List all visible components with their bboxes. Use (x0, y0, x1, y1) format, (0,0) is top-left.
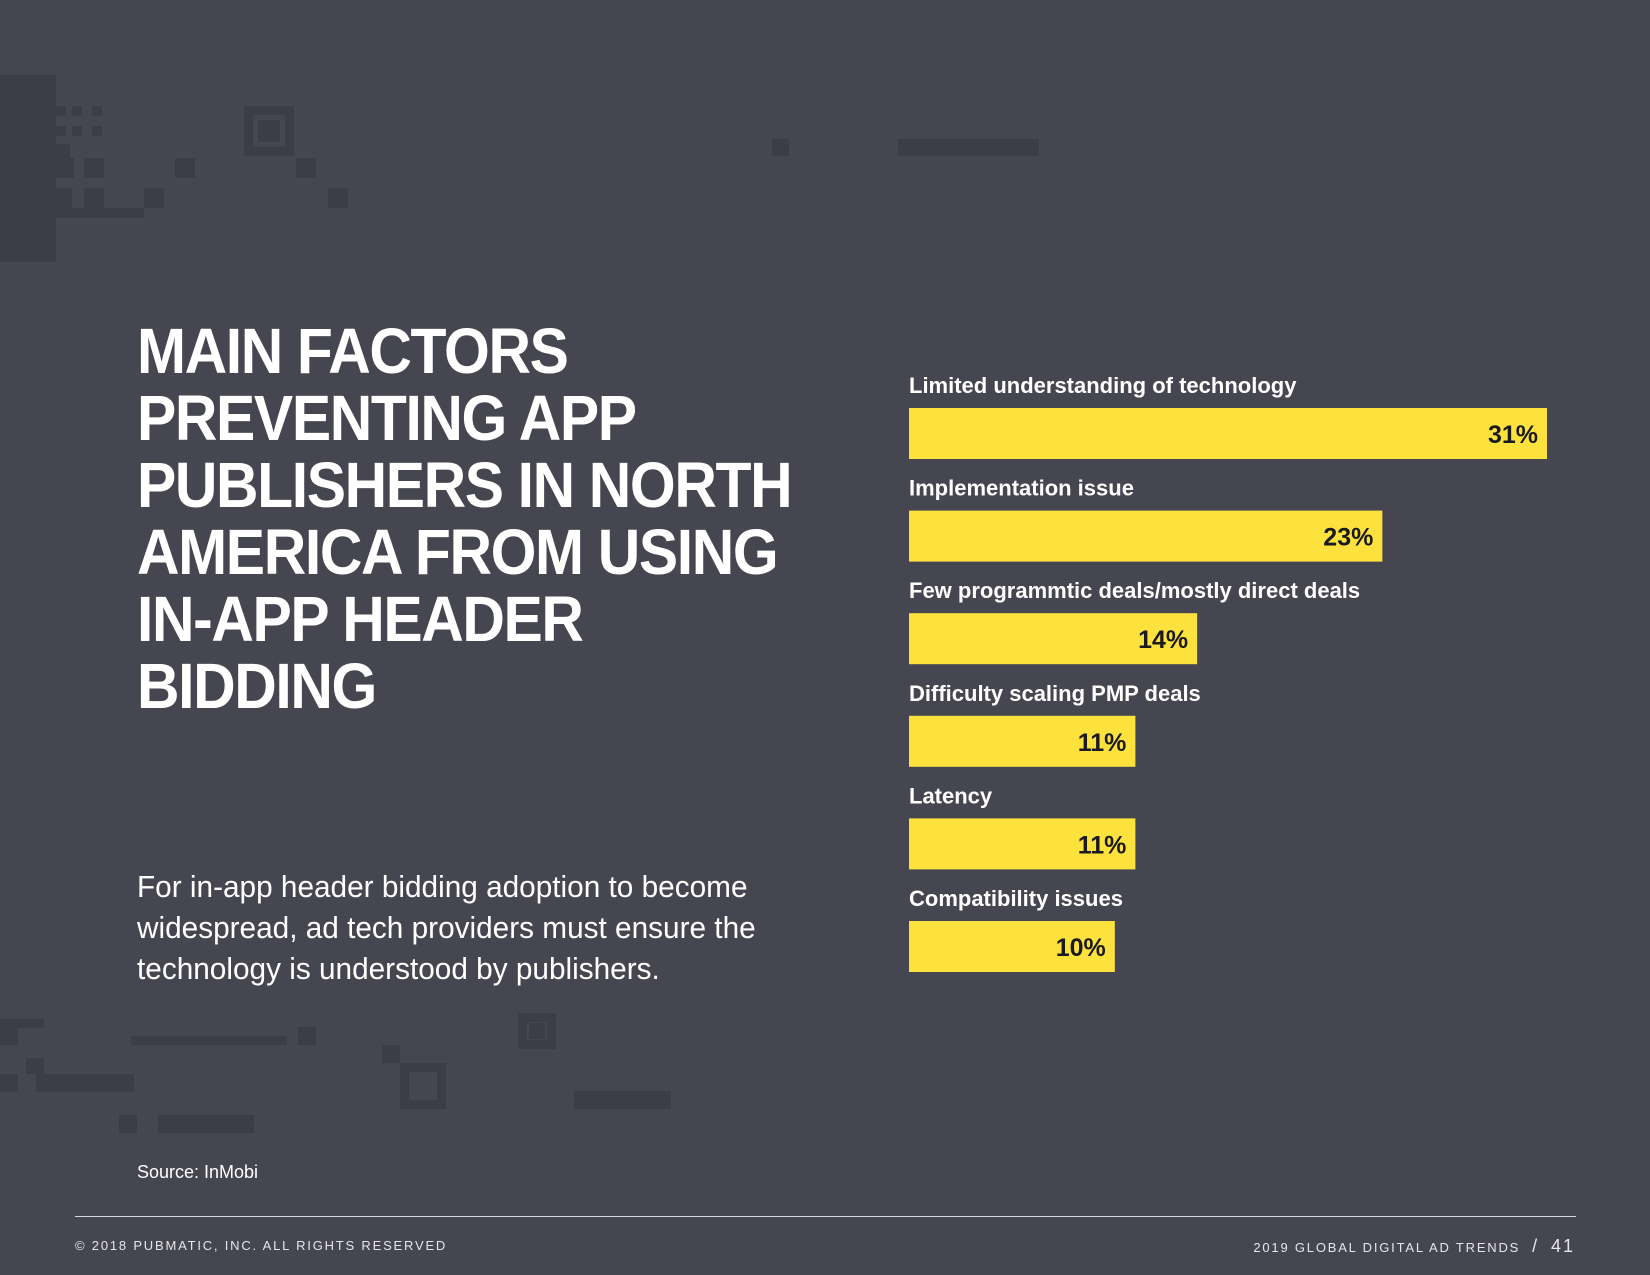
copyright-notice: © 2018 PUBMATIC, INC. ALL RIGHTS RESERVE… (75, 1238, 448, 1253)
bar-category-label: Difficulty scaling PMP deals (909, 681, 1201, 706)
bar (909, 818, 1136, 870)
bar-value-label: 23% (1323, 524, 1373, 552)
bar-value-label: 11% (1078, 729, 1127, 757)
page-number: 41 (1550, 1236, 1575, 1256)
source-note: Source: InMobi (137, 1162, 259, 1182)
bar (909, 613, 1198, 665)
bar (909, 408, 1547, 459)
page-title: MAIN FACTORS PREVENTING APP PUBLISHERS I… (137, 315, 793, 722)
bar-category-label: Latency (909, 783, 993, 808)
report-title: 2019 GLOBAL DIGITAL AD TRENDS (1253, 1240, 1521, 1255)
summary-text: For in-app header bidding adoption to be… (137, 869, 756, 986)
footer-report-info: 2019 GLOBAL DIGITAL AD TRENDS / 41 (1253, 1236, 1575, 1257)
bar (909, 715, 1136, 767)
bar-value-label: 10% (1056, 934, 1106, 962)
footer-separator: / (1532, 1236, 1539, 1256)
bar-value-label: 14% (1138, 626, 1188, 654)
bar-category-label: Limited understanding of technology (909, 373, 1297, 398)
footer-divider (75, 1216, 1576, 1217)
bar (909, 921, 1115, 972)
bar-value-label: 31% (1488, 421, 1538, 449)
bar-category-label: Implementation issue (909, 476, 1134, 501)
bar-value-label: 11% (1078, 831, 1127, 859)
bar (909, 510, 1383, 562)
bar-category-label: Compatibility issues (909, 886, 1123, 911)
bar-category-label: Few programmtic deals/mostly direct deal… (909, 578, 1360, 603)
